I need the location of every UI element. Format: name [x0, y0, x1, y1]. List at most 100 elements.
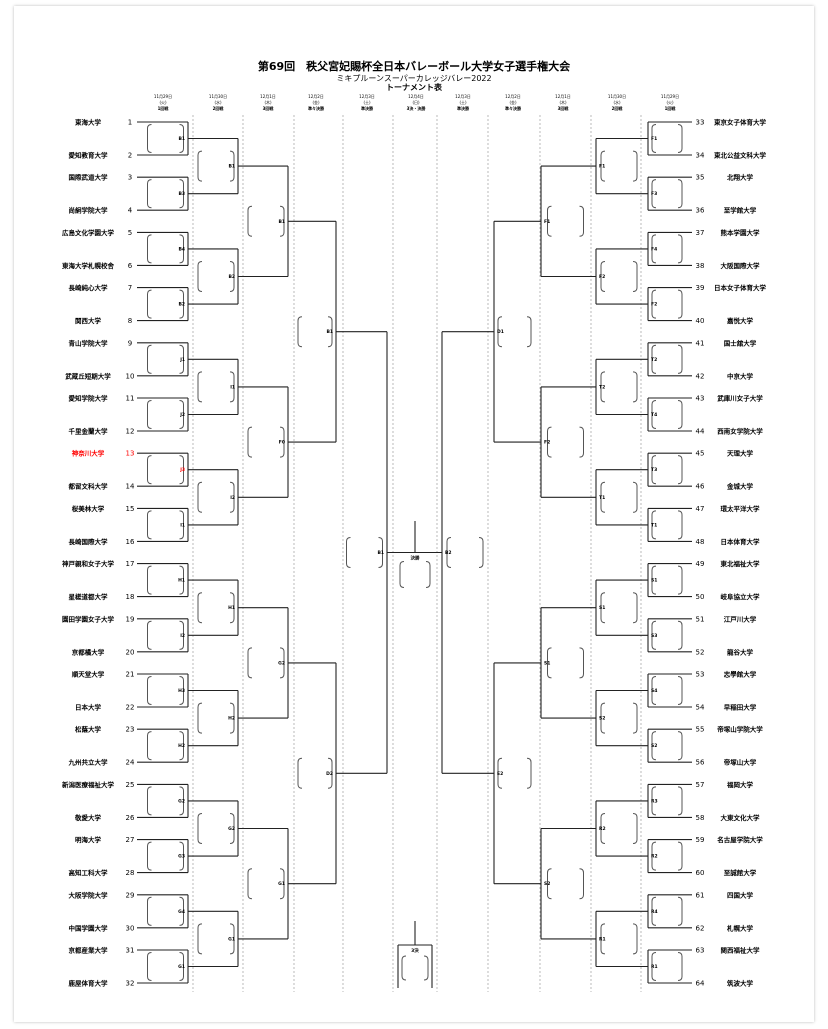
weekday-label: (金): [509, 99, 517, 105]
score-bracket-left: [147, 123, 152, 154]
seed-number: 20: [126, 648, 135, 656]
team-name: 愛知教育大学: [69, 151, 109, 160]
score-bracket-right: [179, 510, 184, 540]
team-name: 金城大学: [726, 482, 754, 491]
seed-number: 24: [126, 759, 135, 767]
weekday-label: (火): [666, 100, 674, 105]
seed-number: 18: [126, 593, 135, 601]
score-bracket-left: [600, 371, 606, 403]
score-bracket-right: [677, 289, 683, 319]
weekday-label: (木): [559, 99, 567, 105]
seed-number: 4: [128, 207, 133, 215]
tournament-bracket: 第69回 秩父宮妃賜杯全日本バレーボール大学女子選手権大会 ミキプルーンスーパー…: [62, 59, 767, 992]
score-bracket-left: [197, 150, 203, 182]
seed-number: 13: [126, 450, 135, 458]
score-bracket-right: [179, 399, 184, 430]
match-label: G2: [228, 826, 235, 832]
match-label: R4: [651, 909, 658, 915]
team-name: 東京女子体育大学: [714, 118, 767, 127]
score-bracket-right: [279, 426, 285, 458]
score-bracket-left: [600, 923, 606, 955]
score-bracket-left: [651, 179, 657, 209]
seed-number: 46: [696, 483, 705, 491]
team-name: 札幌大学: [726, 923, 754, 932]
match-label: G2: [178, 798, 185, 804]
match-label: I1: [230, 384, 235, 390]
team-name: 武庫川女子大学: [717, 394, 763, 403]
score-bracket-right: [378, 537, 383, 568]
score-bracket-right: [632, 261, 638, 292]
date-label: 12月2日: [308, 94, 324, 99]
score-bracket-right: [179, 951, 184, 982]
match-label: B1: [278, 219, 285, 225]
score-bracket-left: [197, 592, 203, 624]
team-name: 大阪国際大学: [721, 261, 761, 270]
seed-number: 59: [696, 836, 705, 844]
score-bracket-right: [179, 841, 184, 871]
score-bracket-right: [632, 592, 638, 624]
seed-number: 57: [696, 781, 705, 789]
seed-number: 6: [128, 262, 133, 270]
team-name: 日本大学: [75, 703, 102, 712]
score-bracket-left: [651, 234, 657, 264]
team-name: 早稲田大学: [724, 703, 757, 712]
team-name: 東北公益文科大学: [714, 151, 767, 160]
round-label: 2回戦: [213, 105, 224, 111]
seed-number: 61: [696, 891, 705, 899]
score-bracket-left: [651, 510, 657, 540]
seed-number: 8: [128, 317, 132, 325]
seed-number: 16: [126, 538, 135, 546]
seed-number: 41: [696, 339, 705, 347]
seed-number: 49: [696, 560, 705, 568]
score-bracket-right: [677, 179, 683, 209]
match-label: J3: [179, 467, 185, 473]
seed-number: 36: [696, 207, 705, 215]
score-bracket-left: [497, 757, 503, 789]
score-bracket-left: [147, 179, 152, 209]
team-name: 大東文化大学: [721, 813, 761, 822]
score-bracket-right: [229, 923, 235, 955]
team-name: 広島文化学園大学: [62, 228, 115, 237]
score-bracket-left: [147, 786, 152, 816]
score-bracket-left: [651, 896, 657, 926]
score-bracket-left: [147, 731, 152, 761]
team-name: 長崎国際大学: [69, 537, 109, 546]
team-name: 志學館大学: [724, 670, 757, 679]
team-name: 関西福祉大学: [721, 946, 761, 955]
team-name: 明海大学: [75, 835, 102, 844]
seed-number: 64: [696, 980, 705, 988]
score-bracket-left: [247, 426, 253, 458]
team-name: 神奈川大学: [72, 449, 105, 458]
seed-number: 51: [696, 615, 705, 623]
date-label: 12月3日: [359, 94, 375, 99]
team-name: 環太平洋大学: [721, 504, 761, 513]
team-name: 順天堂大学: [71, 670, 105, 679]
team-name: 東海大学札幌校舎: [62, 261, 115, 270]
score-bracket-right: [579, 205, 584, 237]
score-bracket-right: [229, 592, 235, 624]
seed-number: 1: [128, 119, 132, 127]
seed-number: 3: [128, 174, 132, 182]
section-title: トーナメント表: [386, 82, 443, 92]
team-name: 国士舘大学: [724, 338, 757, 347]
score-bracket-left: [651, 565, 657, 595]
score-bracket-left: [547, 205, 552, 237]
team-name: 四国大学: [727, 890, 754, 899]
match-label: B1: [377, 550, 384, 556]
match-label: S4: [651, 688, 657, 694]
team-name: 至学館大学: [724, 206, 757, 215]
team-name: 園田学園女子大学: [62, 614, 115, 623]
seed-number: 9: [128, 339, 132, 347]
score-bracket-right: [677, 344, 683, 374]
seed-number: 60: [696, 869, 705, 877]
match-label: G1: [228, 936, 235, 942]
team-name: 至誠館大学: [724, 868, 757, 877]
score-bracket-right: [478, 537, 484, 568]
round-label: 準決勝: [361, 105, 374, 111]
score-bracket-right: [229, 702, 235, 734]
weekday-label: (土): [363, 99, 371, 105]
match-label: I1: [180, 522, 185, 528]
team-name: 関西大学: [75, 316, 102, 325]
seed-number: 31: [126, 947, 135, 955]
match-label: H1: [228, 605, 235, 611]
